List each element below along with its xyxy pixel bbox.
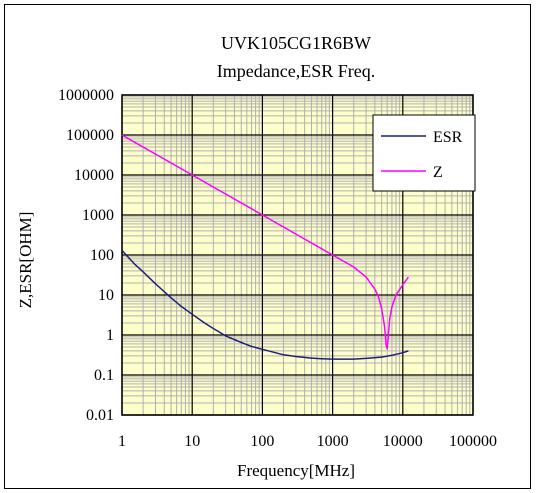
series-line-z [121, 134, 410, 350]
x-tick-label: 100 [250, 433, 274, 450]
y-tick-label: 1000 [82, 207, 114, 224]
y-tick-label: 1000000 [58, 87, 114, 104]
legend: ESR Z [372, 114, 476, 192]
series-line-esr [121, 249, 409, 360]
impedance-esr-chart: UVK105CG1R6BW Impedance,ESR Freq. 1 10 100… [16, 33, 497, 480]
y-tick-label: 100 [90, 247, 114, 264]
y-tick-label: 100000 [66, 127, 114, 144]
x-tick-label: 100000 [449, 433, 497, 450]
x-tick-label: 10 [184, 433, 200, 450]
legend-z-label: Z [433, 164, 443, 181]
legend-esr-label: ESR [433, 129, 463, 146]
y-tick-label: 1 [106, 327, 114, 344]
y-tick-label: 10 [98, 287, 114, 304]
y-axis-label: Z,ESR[OHM] [16, 212, 35, 309]
chart-frame: UVK105CG1R6BW Impedance,ESR Freq. 1 10 100… [4, 4, 531, 489]
x-axis-label: Frequency[MHz] [237, 461, 355, 480]
y-tick-label: 0.1 [94, 367, 114, 384]
chart-title: UVK105CG1R6BW [221, 33, 371, 53]
chart-subtitle: Impedance,ESR Freq. [217, 61, 375, 81]
y-tick-label: 10000 [74, 167, 114, 184]
legend-box [372, 114, 476, 192]
y-tick-label: 0.01 [86, 407, 114, 424]
x-tick-label: 1000 [317, 433, 349, 450]
x-tick-label: 10000 [383, 433, 423, 450]
plot-border [121, 94, 474, 416]
x-tick-label: 1 [118, 433, 126, 450]
